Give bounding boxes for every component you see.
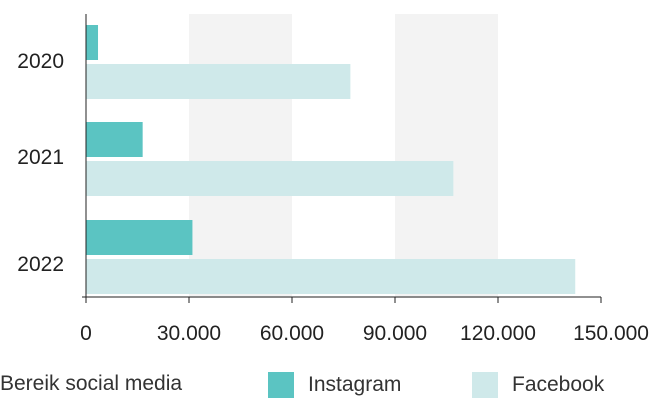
legend-swatch-instagram	[268, 372, 294, 398]
x-tick-label: 150.000	[573, 322, 649, 345]
legend-swatch-facebook	[472, 372, 498, 398]
bar-facebook-2021	[86, 161, 454, 196]
legend-title: Bereik social media	[0, 372, 183, 395]
x-tick-label: 30.000	[157, 322, 221, 345]
x-tick-label: 60.000	[260, 322, 324, 345]
bar-chart: 2020 2021 2022 0 30.000 60.000 90.000 120.000 1…	[17, 14, 649, 345]
grid-band	[395, 14, 498, 298]
grid-band	[189, 14, 292, 298]
x-tick-label: 0	[80, 322, 92, 345]
axes	[82, 14, 602, 303]
legend-item-instagram: Instagram	[268, 372, 401, 398]
legend-label-instagram: Instagram	[308, 373, 402, 396]
bar-instagram-2021	[86, 122, 143, 157]
bar-instagram-2020	[86, 25, 99, 60]
legend-item-facebook: Facebook	[472, 372, 604, 398]
category-label-2022: 2022	[17, 253, 64, 276]
grid-bands	[189, 14, 498, 298]
x-tick-labels: 0 30.000 60.000 90.000 120.000 150.000	[80, 322, 649, 345]
x-tick-label: 90.000	[363, 322, 427, 345]
category-label-2020: 2020	[17, 50, 64, 73]
category-labels: 2020 2021 2022	[17, 50, 64, 276]
legend-label-facebook: Facebook	[512, 373, 605, 396]
legend: Bereik social media Instagram Facebook	[0, 368, 656, 415]
category-label-2021: 2021	[17, 146, 64, 169]
bar-facebook-2020	[86, 64, 351, 99]
bars	[86, 25, 576, 294]
x-tick-label: 120.000	[460, 322, 536, 345]
bar-instagram-2022	[86, 220, 193, 255]
bar-facebook-2022	[86, 259, 576, 294]
